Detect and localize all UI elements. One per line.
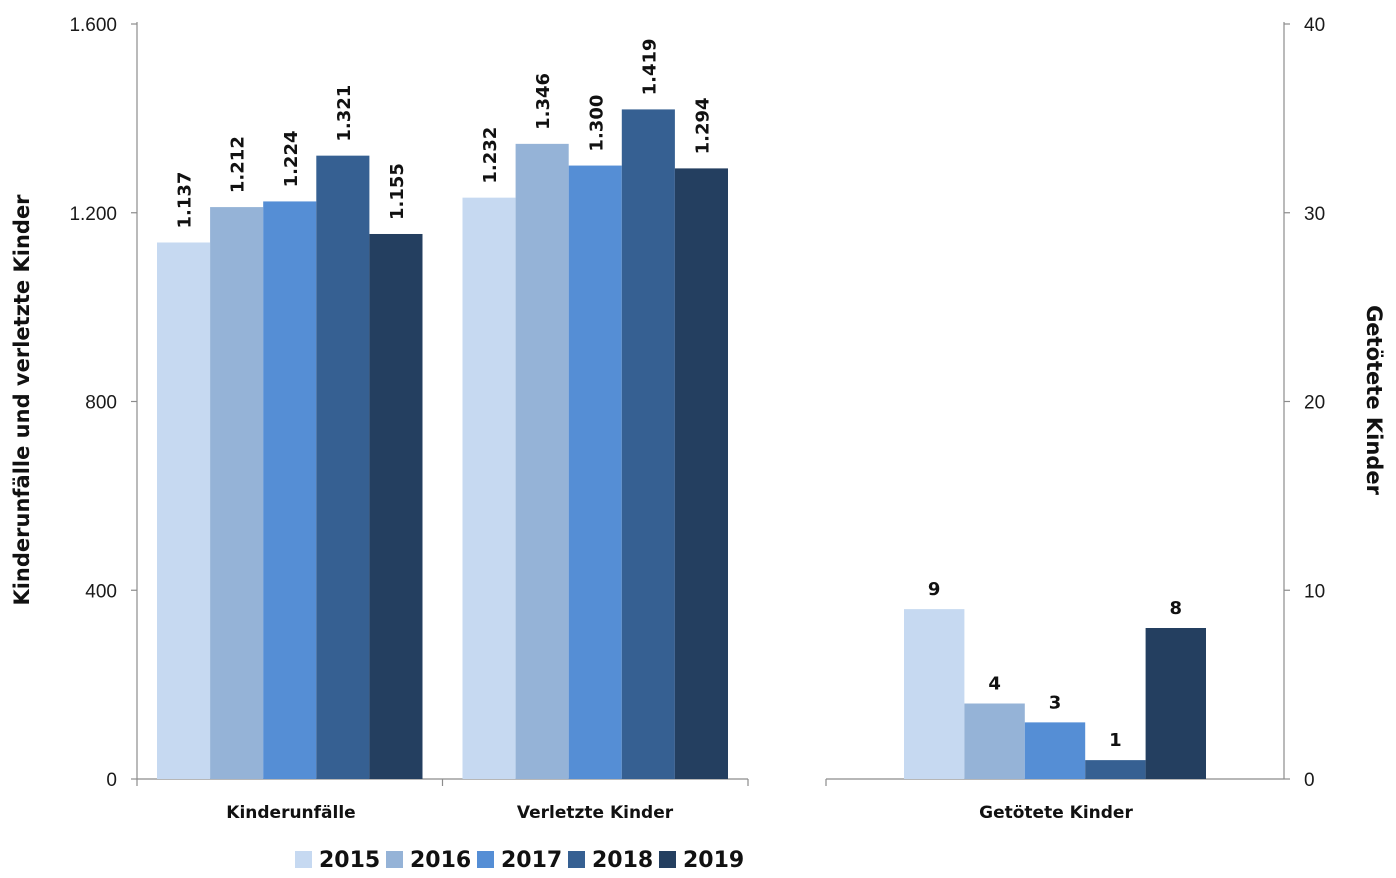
left-axis-tick-label: 0 [106, 770, 117, 791]
bar-kinderunfaelle-2019 [369, 233, 423, 779]
left-axis-tick-label: 400 [85, 581, 117, 602]
left-axis-tick-label: 1.200 [69, 204, 117, 225]
legend-label-2018: 2018 [592, 848, 653, 873]
bar-kinderunfaelle-2017 [263, 201, 317, 780]
legend-swatch-2018 [568, 851, 585, 868]
legend-swatch-2016 [386, 851, 403, 868]
bar-verletzte-kinder-2016 [515, 143, 569, 779]
bar-getoetete-kinder-2019 [1145, 628, 1206, 779]
data-label-verletzte-kinder-2015: 1.232 [480, 127, 501, 184]
data-label-kinderunfaelle-2017: 1.224 [281, 130, 302, 187]
bar-kinderunfaelle-2018 [316, 155, 370, 779]
data-label-verletzte-kinder-2019: 1.294 [692, 97, 713, 154]
data-labels: 1.137 1.212 1.224 1.321 1.155 1.232 1.346 1.300… [175, 38, 1183, 751]
bars [157, 109, 1206, 780]
right-axis-title: Getötete Kinder [1362, 305, 1386, 496]
data-label-getoetete-kinder-2019: 8 [1170, 598, 1183, 619]
bar-getoetete-kinder-2018 [1085, 760, 1146, 779]
right-axis-tick-label: 0 [1304, 770, 1315, 791]
right-axis-tick-label: 40 [1304, 15, 1325, 36]
legend-label-2017: 2017 [501, 848, 562, 873]
bar-getoetete-kinder-2017 [1024, 722, 1086, 779]
legend-swatch-2019 [659, 851, 676, 868]
data-label-verletzte-kinder-2016: 1.346 [533, 73, 554, 130]
right-axis-tick-label: 10 [1304, 581, 1325, 602]
data-label-kinderunfaelle-2018: 1.321 [334, 85, 355, 142]
data-label-kinderunfaelle-2016: 1.212 [228, 136, 249, 193]
data-label-getoetete-kinder-2017: 3 [1049, 692, 1062, 713]
left-axis-title: Kinderunfälle und verletzte Kinder [10, 194, 34, 606]
data-label-kinderunfaelle-2015: 1.137 [175, 172, 196, 229]
bar-getoetete-kinder-2016 [964, 703, 1025, 779]
bar-verletzte-kinder-2017 [568, 165, 622, 779]
data-label-getoetete-kinder-2018: 1 [1109, 730, 1122, 751]
left-axis-tick-label: 1.600 [69, 15, 117, 36]
bar-getoetete-kinder-2015 [904, 609, 965, 779]
data-label-getoetete-kinder-2016: 4 [988, 674, 1001, 695]
bar-verletzte-kinder-2019 [674, 168, 728, 780]
left-axis-tick-label: 800 [85, 393, 117, 414]
right-axis-tick-label: 20 [1304, 393, 1325, 414]
legend-label-2016: 2016 [410, 848, 471, 873]
category-label-kinderunfaelle: Kinderunfälle [226, 803, 355, 823]
right-axis-tick-label: 30 [1304, 204, 1325, 225]
category-label-getoetete-kinder: Getötete Kinder [979, 803, 1133, 823]
right-axis: 0 10 20 30 40 [825, 15, 1325, 791]
bar-verletzte-kinder-2018 [621, 109, 675, 780]
bar-verletzte-kinder-2015 [462, 197, 516, 779]
legend-swatch-2017 [477, 851, 494, 868]
legend-swatch-2015 [295, 851, 312, 868]
data-label-verletzte-kinder-2018: 1.419 [639, 38, 660, 95]
bar-kinderunfaelle-2015 [157, 242, 211, 779]
data-label-getoetete-kinder-2015: 9 [928, 579, 941, 600]
category-label-verletzte-kinder: Verletzte Kinder [517, 803, 674, 823]
legend-label-2015: 2015 [319, 848, 380, 873]
legend: 2015 2016 2017 2018 2019 [295, 848, 744, 873]
legend-label-2019: 2019 [683, 848, 744, 873]
data-label-kinderunfaelle-2019: 1.155 [387, 163, 408, 220]
data-label-verletzte-kinder-2017: 1.300 [586, 95, 607, 152]
bar-kinderunfaelle-2016 [210, 207, 264, 779]
